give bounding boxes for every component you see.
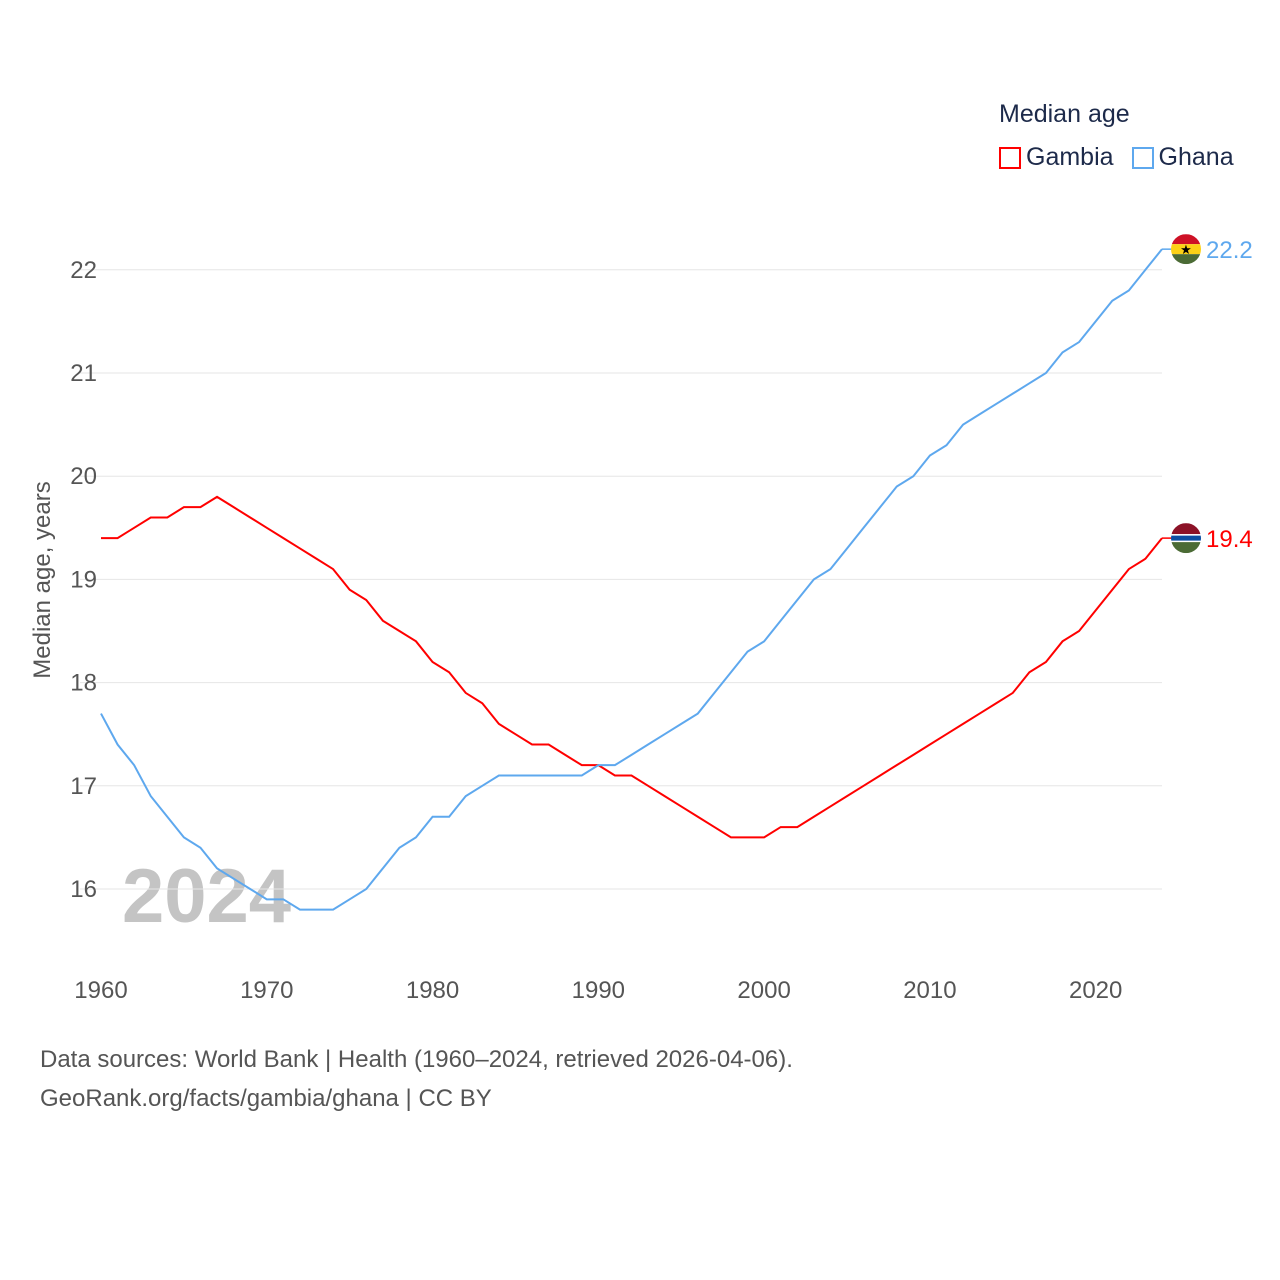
x-tick-label: 2020 [1069, 977, 1122, 1004]
legend-label: Gambia [1026, 143, 1114, 171]
series-line-ghana [100, 248, 1163, 911]
flag-gambia-icon [1171, 523, 1201, 554]
y-axis-label: Median age, years [29, 481, 56, 678]
legend-title: Median age [999, 100, 1130, 128]
y-tick-label: 22 [70, 257, 97, 284]
y-tick-label: 21 [70, 360, 97, 387]
legend: Gambia Ghana [999, 143, 1234, 172]
year-watermark: 2024 [122, 854, 291, 939]
legend-item-ghana[interactable]: Ghana [1131, 143, 1234, 172]
flag-ghana-icon: ★ [1171, 234, 1201, 265]
legend-swatch-ghana [1131, 146, 1154, 169]
y-tick-label: 16 [70, 876, 97, 903]
legend-item-gambia[interactable]: Gambia [999, 143, 1114, 172]
series-line-gambia [101, 495, 1163, 839]
end-value-label: 19.4 [1206, 526, 1253, 553]
x-tick-label: 1970 [240, 977, 293, 1004]
legend-swatch-gambia [999, 146, 1021, 169]
source-text: Data sources: World Bank | Health (1960–… [40, 1046, 793, 1073]
x-tick-label: 1990 [572, 977, 625, 1004]
end-value-label: 22.2 [1206, 237, 1253, 264]
legend-label: Ghana [1158, 143, 1234, 171]
x-tick-label: 1960 [74, 977, 127, 1004]
source-link[interactable]: GeoRank.org/facts/gambia/ghana | CC BY [40, 1085, 492, 1112]
x-tick-label: 2010 [903, 977, 956, 1004]
svg-text:★: ★ [1180, 242, 1192, 257]
x-tick-label: 2000 [737, 977, 790, 1004]
y-tick-label: 19 [70, 566, 97, 593]
y-tick-label: 18 [70, 670, 97, 697]
y-tick-label: 17 [70, 773, 97, 800]
y-tick-label: 20 [70, 463, 97, 490]
x-tick-label: 1980 [406, 977, 459, 1004]
